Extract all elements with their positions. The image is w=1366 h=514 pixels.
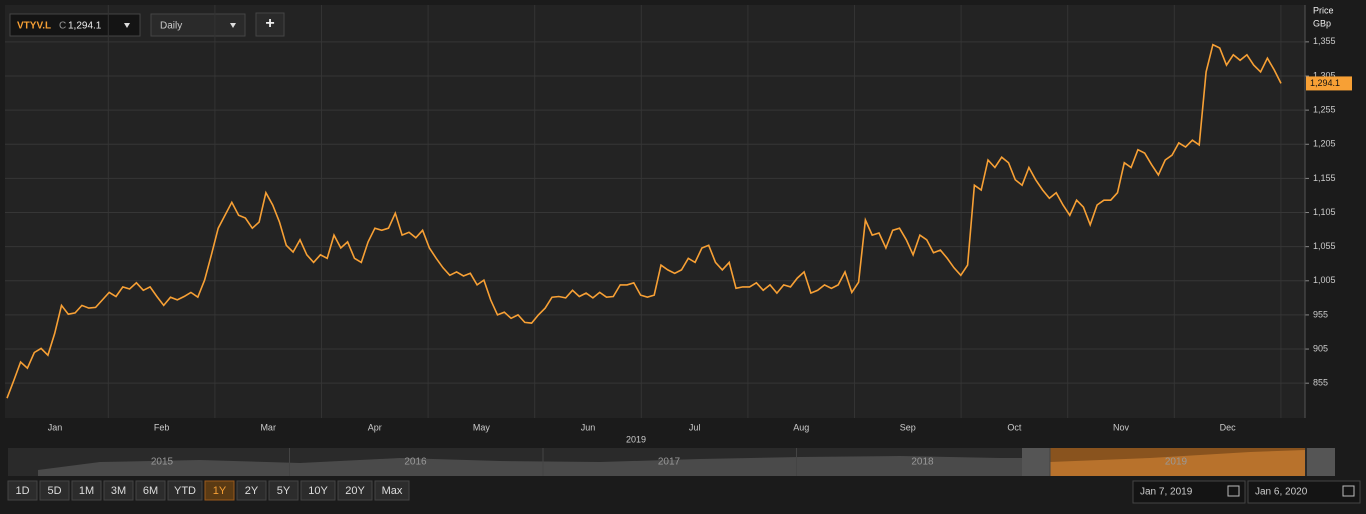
navigator-handle[interactable] <box>1307 448 1335 476</box>
navigator-year: 2016 <box>404 457 427 468</box>
navigator-handle[interactable] <box>1022 448 1050 476</box>
ticker-price: 1,294.1 <box>68 21 102 32</box>
x-tick-label: Feb <box>154 422 170 432</box>
x-tick-label: Aug <box>793 422 809 432</box>
y-tick-label: 1,055 <box>1313 241 1336 251</box>
y-tick-label: 855 <box>1313 378 1328 388</box>
last-price-label: 1,294.1 <box>1310 78 1340 88</box>
range-button-label: 2Y <box>245 485 259 497</box>
axis-label: GBp <box>1313 18 1331 28</box>
range-button[interactable] <box>337 480 373 501</box>
date-from[interactable] <box>1132 480 1246 504</box>
x-tick-label: Jul <box>689 422 701 432</box>
x-tick-label: Jan <box>48 422 63 432</box>
navigator-year: 2018 <box>911 457 934 468</box>
ticker: VTYV.L <box>17 21 51 32</box>
range-button-label: 3M <box>111 485 126 497</box>
range-button[interactable] <box>103 480 134 501</box>
calendar-icon[interactable] <box>1227 485 1240 497</box>
range-button-label: 5D <box>47 485 61 497</box>
range-button-label: YTD <box>174 485 196 497</box>
y-tick-label: 1,355 <box>1313 36 1336 46</box>
plot-area <box>5 5 1305 418</box>
range-button[interactable] <box>7 480 38 501</box>
interval-select[interactable] <box>150 13 246 37</box>
x-tick-label: Oct <box>1007 422 1022 432</box>
x-tick-label: Nov <box>1113 422 1130 432</box>
y-tick-label: 1,205 <box>1313 139 1336 149</box>
x-tick-label: Sep <box>900 422 916 432</box>
toolbar: VTYV.L C 1,294.1 Daily + <box>9 12 285 37</box>
range-button[interactable] <box>300 480 336 501</box>
y-tick-label: 1,005 <box>1313 275 1336 285</box>
navigator-selection-area <box>1050 450 1305 476</box>
x-year-label: 2019 <box>626 434 646 444</box>
range-button[interactable] <box>236 480 267 501</box>
date-from-text: Jan 7, 2019 <box>1140 487 1193 498</box>
range-button[interactable] <box>268 480 299 501</box>
range-button-label: 5Y <box>277 485 291 497</box>
interval: Daily <box>160 21 182 32</box>
x-tick-label: Apr <box>368 422 382 432</box>
dropdown-arrow <box>230 23 236 28</box>
date-to[interactable] <box>1247 480 1361 504</box>
navigator-year: 2019 <box>1165 457 1188 468</box>
calendar-icon[interactable] <box>1342 485 1355 497</box>
y-tick-label: 1,255 <box>1313 105 1336 115</box>
range-button-label: Max <box>382 485 403 497</box>
y-tick-label: 905 <box>1313 343 1328 353</box>
range-button[interactable] <box>71 480 102 501</box>
range-button-label: 10Y <box>308 485 328 497</box>
ticker-box[interactable] <box>9 13 141 37</box>
range-button[interactable] <box>374 480 410 501</box>
range-button-label: 6M <box>143 485 158 497</box>
range-button-label: 1D <box>15 485 29 497</box>
last-price-tag <box>1306 76 1352 91</box>
y-tick-label: 1,305 <box>1313 70 1336 80</box>
price-prefix: C <box>59 21 66 32</box>
range-button[interactable] <box>135 480 166 501</box>
x-tick-label: Dec <box>1220 422 1237 432</box>
range-button-label: 1Y <box>213 485 227 497</box>
y-tick-label: 955 <box>1313 309 1328 319</box>
range-button-label: 20Y <box>345 485 365 497</box>
add-icon: + <box>265 15 274 32</box>
x-tick-label: May <box>473 422 491 432</box>
x-tick-label: Jun <box>581 422 596 432</box>
range-button[interactable] <box>167 480 203 501</box>
navigator-area <box>38 456 1022 476</box>
range-button[interactable] <box>204 480 235 501</box>
price-line <box>6 43 1282 399</box>
navigator-year: 2017 <box>658 457 681 468</box>
navigator-year: 2015 <box>151 457 174 468</box>
add-button[interactable] <box>255 12 285 37</box>
y-tick-label: 1,155 <box>1313 173 1336 183</box>
date-to-text: Jan 6, 2020 <box>1255 487 1308 498</box>
range-button[interactable] <box>39 480 70 501</box>
x-tick-label: Mar <box>260 422 276 432</box>
range-button-label: 1M <box>79 485 94 497</box>
dropdown-arrow <box>124 23 130 28</box>
y-tick-label: 1,105 <box>1313 207 1336 217</box>
axis-label: Price <box>1313 5 1334 15</box>
